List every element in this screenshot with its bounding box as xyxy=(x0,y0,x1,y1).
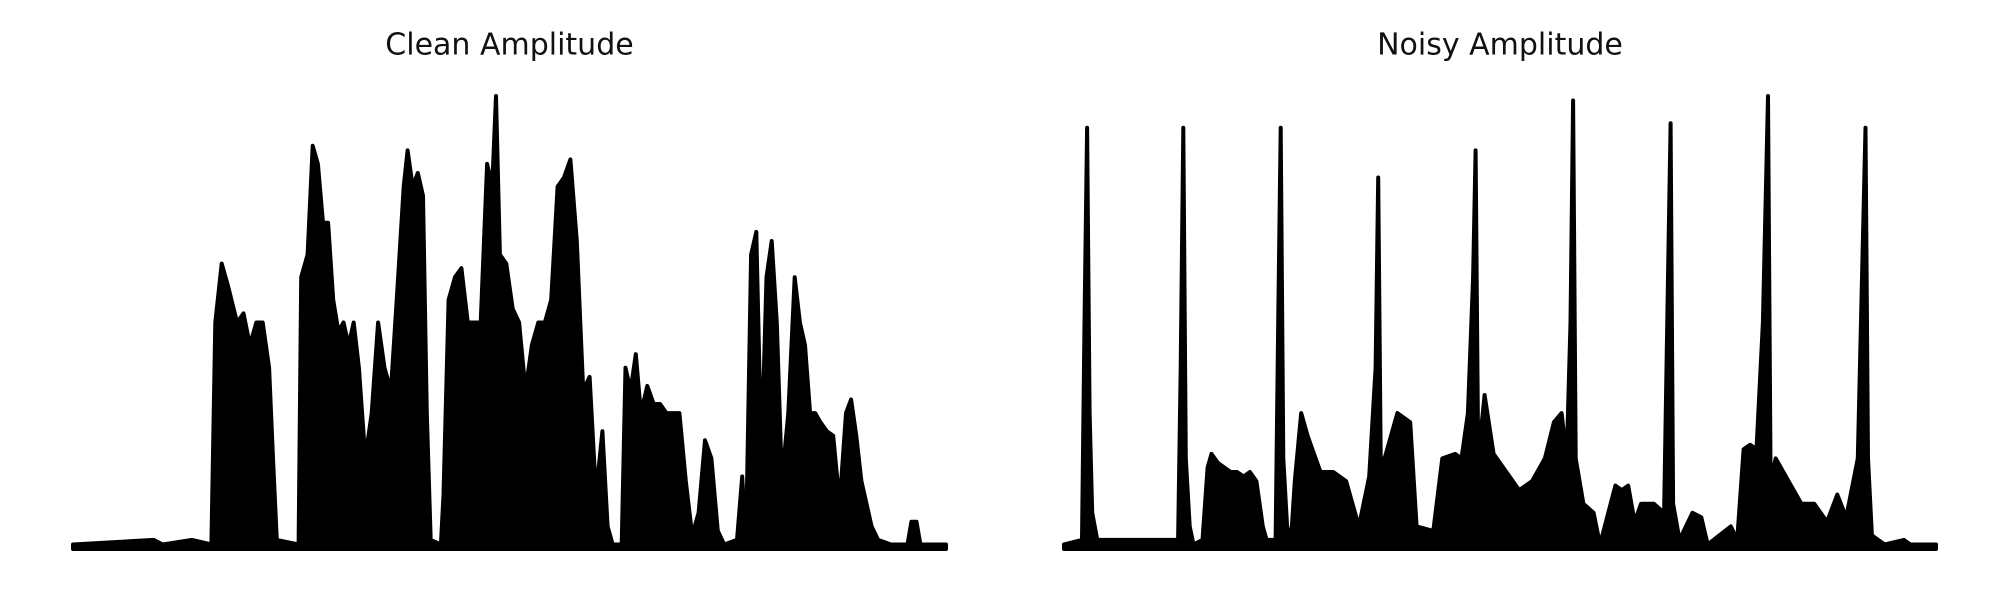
amplitude-area xyxy=(71,94,948,551)
chart-title: Noisy Amplitude xyxy=(1377,28,1623,63)
amplitude-area xyxy=(1062,94,1938,551)
chart-title: Clean Amplitude xyxy=(385,28,633,63)
